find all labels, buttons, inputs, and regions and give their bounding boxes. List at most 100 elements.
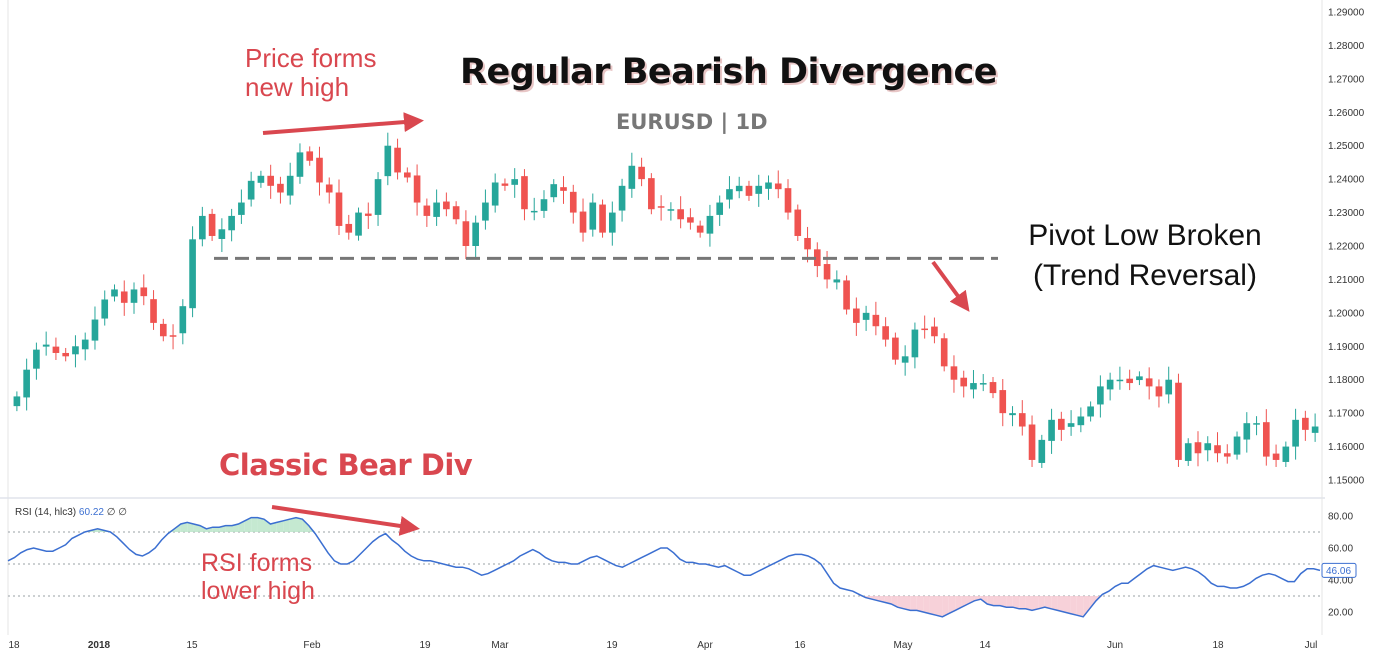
rsi-tick-label: 40.00	[1328, 576, 1353, 587]
pivot-line-2: (Trend Reversal)	[1033, 258, 1257, 292]
rsi-overbought-fill	[257, 517, 264, 532]
candle-body	[111, 289, 118, 297]
candle-body	[1233, 436, 1241, 455]
candle-body	[1126, 378, 1133, 384]
candle-body	[286, 175, 294, 196]
candle-body	[345, 223, 353, 233]
time-tick-label: 18	[8, 640, 20, 650]
candle-body	[62, 352, 70, 357]
candle-body	[306, 151, 314, 161]
rsi-high-arrow	[271, 505, 420, 536]
candle-body	[687, 217, 694, 223]
rsi-oversold-fill	[897, 596, 904, 609]
rsi-overbought-fill	[283, 519, 290, 532]
pivot-arrow	[931, 260, 970, 312]
candle-body	[81, 339, 89, 350]
rsi-panel	[7, 516, 1321, 618]
candle-body	[238, 202, 245, 215]
candle-body	[72, 346, 79, 355]
candle-body	[696, 225, 704, 233]
candle-body	[169, 335, 177, 337]
time-tick-label: 19	[606, 640, 618, 650]
candle-body	[667, 209, 675, 211]
candle-body	[726, 189, 733, 200]
time-axis: 18 2018 15 Feb 19 Mar 19 Apr 16 May 14 Jun 18 Jul	[8, 640, 1317, 650]
candle-body	[384, 145, 392, 177]
candle-body	[433, 202, 440, 217]
candle-body	[1262, 422, 1270, 457]
rsi-oversold-fill	[1019, 596, 1026, 609]
candle-body	[853, 308, 860, 323]
candle-body	[218, 229, 226, 239]
rsi-overbought-fill	[289, 517, 296, 532]
candle-body	[1311, 426, 1319, 433]
candle-body	[1272, 453, 1280, 460]
rsi-oversold-fill	[1064, 596, 1071, 614]
candle-body	[1165, 379, 1173, 395]
time-tick-label: Apr	[697, 640, 713, 650]
candle-body	[1145, 378, 1153, 387]
candle-body	[1106, 379, 1114, 390]
time-tick-label: 14	[979, 640, 991, 650]
candle-body	[1058, 418, 1065, 430]
annotation-arrows	[262, 112, 970, 536]
candle-body	[355, 212, 362, 236]
rsi-oversold-fill	[1051, 596, 1058, 611]
rsi-oversold-fill	[1025, 596, 1032, 611]
rsi-high-line-2: lower high	[201, 576, 315, 605]
candle-body	[970, 383, 977, 390]
candle-body	[921, 328, 928, 331]
candle-body	[550, 184, 558, 198]
price-tick-label: 1.18000	[1328, 375, 1365, 386]
candle-body	[784, 188, 792, 213]
chart-title: Regular Bearish Divergence	[460, 52, 998, 92]
candle-body	[296, 152, 304, 177]
candle-body	[892, 337, 899, 360]
candle-body	[1028, 424, 1036, 460]
candle-body	[589, 202, 597, 230]
rsi-oversold-fill	[993, 596, 1000, 606]
candle-body	[491, 182, 499, 206]
rsi-oversold-fill	[1083, 596, 1090, 617]
rsi-oversold-fill	[1000, 596, 1007, 608]
candle-body	[33, 349, 40, 369]
candle-body	[628, 165, 636, 189]
candle-body	[862, 312, 870, 320]
rsi-tick-label: 20.00	[1328, 608, 1353, 619]
candle-body	[472, 222, 479, 246]
rsi-oversold-fill	[955, 596, 962, 611]
candle-body	[901, 356, 909, 363]
rsi-line	[7, 516, 1321, 618]
rsi-oversold-fill	[987, 596, 994, 606]
time-tick-label: 19	[419, 640, 431, 650]
candle-body	[1243, 423, 1251, 440]
price-high-arrow	[262, 112, 424, 135]
price-tick-label: 1.22000	[1328, 242, 1365, 253]
time-tick-label: May	[894, 640, 913, 650]
candle-body	[579, 211, 587, 233]
rsi-oversold-fill	[948, 596, 956, 614]
candle-body	[23, 369, 30, 398]
price-tick-label: 1.29000	[1328, 8, 1365, 19]
pivot-annotation: Pivot Low Broken (Trend Reversal)	[1000, 216, 1290, 296]
candle-body	[560, 187, 567, 191]
time-tick-label: Mar	[491, 640, 509, 650]
candle-body	[208, 213, 216, 236]
candle-body	[140, 287, 148, 297]
candle-body	[872, 314, 880, 327]
candle-body	[1175, 382, 1182, 460]
price-tick-label: 1.15000	[1328, 476, 1365, 487]
candle-body	[1136, 376, 1143, 381]
price-tick-label: 1.20000	[1328, 308, 1365, 319]
candle-body	[648, 178, 655, 210]
candle-body	[735, 185, 743, 192]
time-tick-label: 2018	[88, 640, 111, 650]
candle-body	[794, 209, 802, 236]
candle-body	[804, 237, 811, 250]
rsi-oversold-fill	[904, 596, 911, 611]
price-tick-label: 1.21000	[1328, 275, 1365, 286]
candle-body	[1214, 445, 1221, 454]
candle-body	[199, 215, 206, 240]
rsi-oversold-fill	[923, 596, 930, 614]
rsi-overbought-fill	[225, 525, 232, 532]
